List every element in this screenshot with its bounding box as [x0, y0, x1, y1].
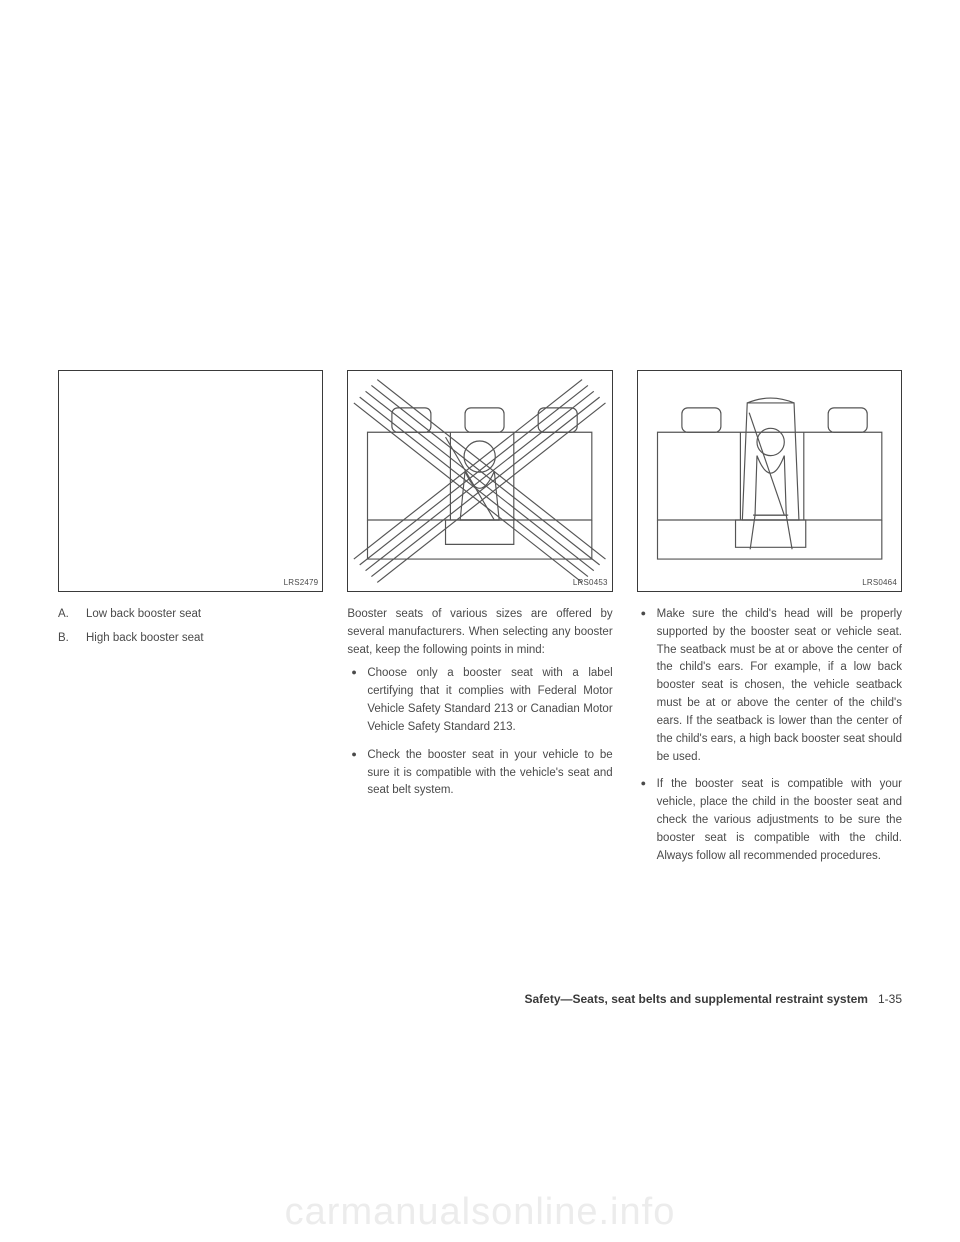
figure-1-illustration: [59, 371, 322, 591]
list-marker: B.: [58, 630, 86, 648]
bullet-item: If the booster seat is compatible with y…: [637, 776, 902, 865]
figure-1-caption: LRS2479: [284, 577, 319, 589]
figure-2-illustration: [348, 371, 611, 591]
list-text: Low back booster seat: [86, 606, 201, 624]
figure-2: LRS0453: [347, 370, 612, 592]
list-item: B. High back booster seat: [58, 630, 323, 648]
figure-1: LRS2479: [58, 370, 323, 592]
head-support-bullets: Make sure the child's head will be prope…: [637, 606, 902, 865]
selection-bullets: Choose only a booster seat with a label …: [347, 665, 612, 800]
content-columns: LRS2479 A. Low back booster seat B. High…: [58, 370, 902, 875]
page-footer: Safety—Seats, seat belts and supplementa…: [524, 992, 902, 1006]
bullet-item: Make sure the child's head will be prope…: [637, 606, 902, 766]
intro-paragraph: Booster seats of various sizes are offer…: [347, 606, 612, 659]
list-text: High back booster seat: [86, 630, 204, 648]
manual-page: LRS2479 A. Low back booster seat B. High…: [0, 0, 960, 1242]
bullet-item: Choose only a booster seat with a label …: [347, 665, 612, 736]
figure-3-caption: LRS0464: [862, 577, 897, 589]
bullet-item: Check the booster seat in your vehicle t…: [347, 747, 612, 800]
booster-type-list: A. Low back booster seat B. High back bo…: [58, 606, 323, 648]
figure-3-illustration: [638, 371, 901, 591]
figure-3: LRS0464: [637, 370, 902, 592]
column-1: LRS2479 A. Low back booster seat B. High…: [58, 370, 323, 875]
watermark: carmanualsonline.info: [0, 1191, 960, 1234]
figure-2-caption: LRS0453: [573, 577, 608, 589]
column-2: LRS0453 Booster seats of various sizes a…: [347, 370, 612, 875]
section-title: Safety—Seats, seat belts and supplementa…: [524, 992, 867, 1006]
column-3: LRS0464 Make sure the child's head will …: [637, 370, 902, 875]
list-item: A. Low back booster seat: [58, 606, 323, 624]
list-marker: A.: [58, 606, 86, 624]
page-number: 1-35: [878, 992, 902, 1006]
